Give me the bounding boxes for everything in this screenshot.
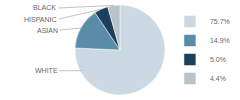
- svg-text:5.0%: 5.0%: [210, 56, 226, 63]
- svg-text:WHITE: WHITE: [35, 67, 58, 74]
- svg-text:BLACK: BLACK: [33, 4, 56, 11]
- svg-text:14.9%: 14.9%: [210, 37, 230, 44]
- svg-text:4.4%: 4.4%: [210, 75, 226, 82]
- svg-text:ASIAN: ASIAN: [37, 27, 58, 34]
- svg-text:75.7%: 75.7%: [210, 18, 230, 25]
- svg-text:HISPANIC: HISPANIC: [24, 16, 57, 23]
